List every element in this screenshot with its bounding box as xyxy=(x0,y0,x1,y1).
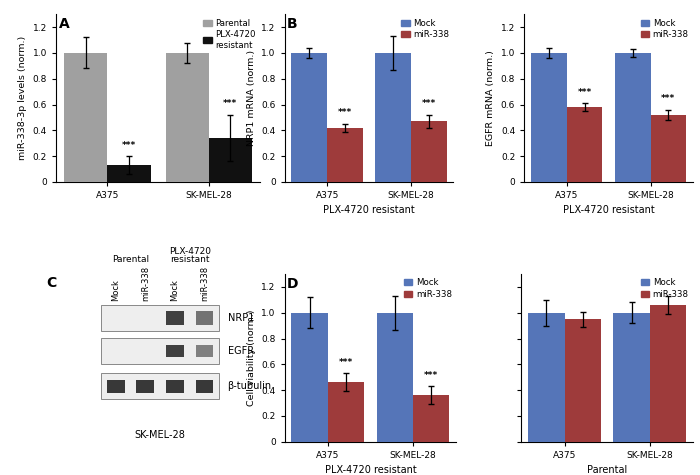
Bar xyxy=(101,304,219,331)
Legend: Parental, PLX-4720
resistant: Parental, PLX-4720 resistant xyxy=(203,19,256,49)
X-axis label: PLX-4720 resistant: PLX-4720 resistant xyxy=(563,206,655,216)
Text: A: A xyxy=(59,17,69,31)
Text: D: D xyxy=(287,276,298,291)
Bar xyxy=(291,53,327,182)
Text: ***: *** xyxy=(424,371,438,380)
Bar xyxy=(209,138,252,182)
Bar xyxy=(196,345,214,357)
Bar xyxy=(107,165,150,182)
Text: β-tubulin: β-tubulin xyxy=(228,381,272,391)
Bar xyxy=(166,345,184,357)
Bar xyxy=(166,311,184,325)
Text: ***: *** xyxy=(421,99,436,108)
Text: ***: *** xyxy=(339,358,353,367)
Text: ***: *** xyxy=(223,99,237,108)
Y-axis label: NRP1 mRNA (norm.): NRP1 mRNA (norm.) xyxy=(246,50,256,146)
Text: Mock: Mock xyxy=(111,279,120,301)
Bar xyxy=(528,313,565,442)
Bar xyxy=(565,319,601,442)
Text: miR-338: miR-338 xyxy=(200,266,209,301)
Bar xyxy=(328,382,364,442)
Text: ***: *** xyxy=(578,88,592,97)
Bar xyxy=(413,395,449,442)
Bar xyxy=(375,53,411,182)
Legend: Mock, miR-338: Mock, miR-338 xyxy=(640,19,689,39)
Bar xyxy=(613,313,650,442)
Text: SK-MEL-28: SK-MEL-28 xyxy=(134,430,186,440)
Bar xyxy=(615,53,650,182)
Text: PLX-4720: PLX-4720 xyxy=(169,247,211,256)
Text: Mock: Mock xyxy=(170,279,179,301)
Bar xyxy=(64,53,107,182)
Y-axis label: EGFR mRNA (norm.): EGFR mRNA (norm.) xyxy=(486,50,496,146)
Bar xyxy=(291,313,328,442)
Text: ***: *** xyxy=(122,141,136,150)
Text: NRP1: NRP1 xyxy=(228,313,254,323)
Bar xyxy=(650,305,686,442)
Bar xyxy=(650,115,686,182)
Bar xyxy=(327,128,363,182)
Bar xyxy=(136,380,154,393)
Text: resistant: resistant xyxy=(170,256,209,265)
Bar xyxy=(411,121,447,182)
Y-axis label: miR-338-3p levels (norm.): miR-338-3p levels (norm.) xyxy=(18,36,27,160)
Bar xyxy=(101,338,219,364)
Bar xyxy=(196,311,214,325)
Bar xyxy=(107,380,125,393)
X-axis label: PLX-4720 resistant: PLX-4720 resistant xyxy=(323,206,415,216)
Bar xyxy=(377,313,413,442)
Bar xyxy=(166,380,184,393)
Text: EGFR: EGFR xyxy=(228,346,253,356)
Bar xyxy=(165,53,209,182)
Bar xyxy=(531,53,567,182)
Text: ***: *** xyxy=(662,94,676,103)
Legend: Mock, miR-338: Mock, miR-338 xyxy=(401,19,449,39)
Text: miR-338: miR-338 xyxy=(141,266,150,301)
Bar xyxy=(567,107,603,182)
Text: ***: *** xyxy=(338,108,352,117)
X-axis label: Parental: Parental xyxy=(587,466,627,475)
Text: Parental: Parental xyxy=(112,256,149,265)
Bar xyxy=(196,380,214,393)
Legend: Mock, miR-338: Mock, miR-338 xyxy=(404,278,452,299)
X-axis label: PLX-4720 resistant: PLX-4720 resistant xyxy=(325,466,416,475)
Text: B: B xyxy=(287,17,298,31)
Y-axis label: Cell viability (norm.): Cell viability (norm.) xyxy=(246,310,256,406)
Legend: Mock, miR-338: Mock, miR-338 xyxy=(640,278,689,299)
Bar xyxy=(101,373,219,399)
Text: C: C xyxy=(46,276,56,290)
